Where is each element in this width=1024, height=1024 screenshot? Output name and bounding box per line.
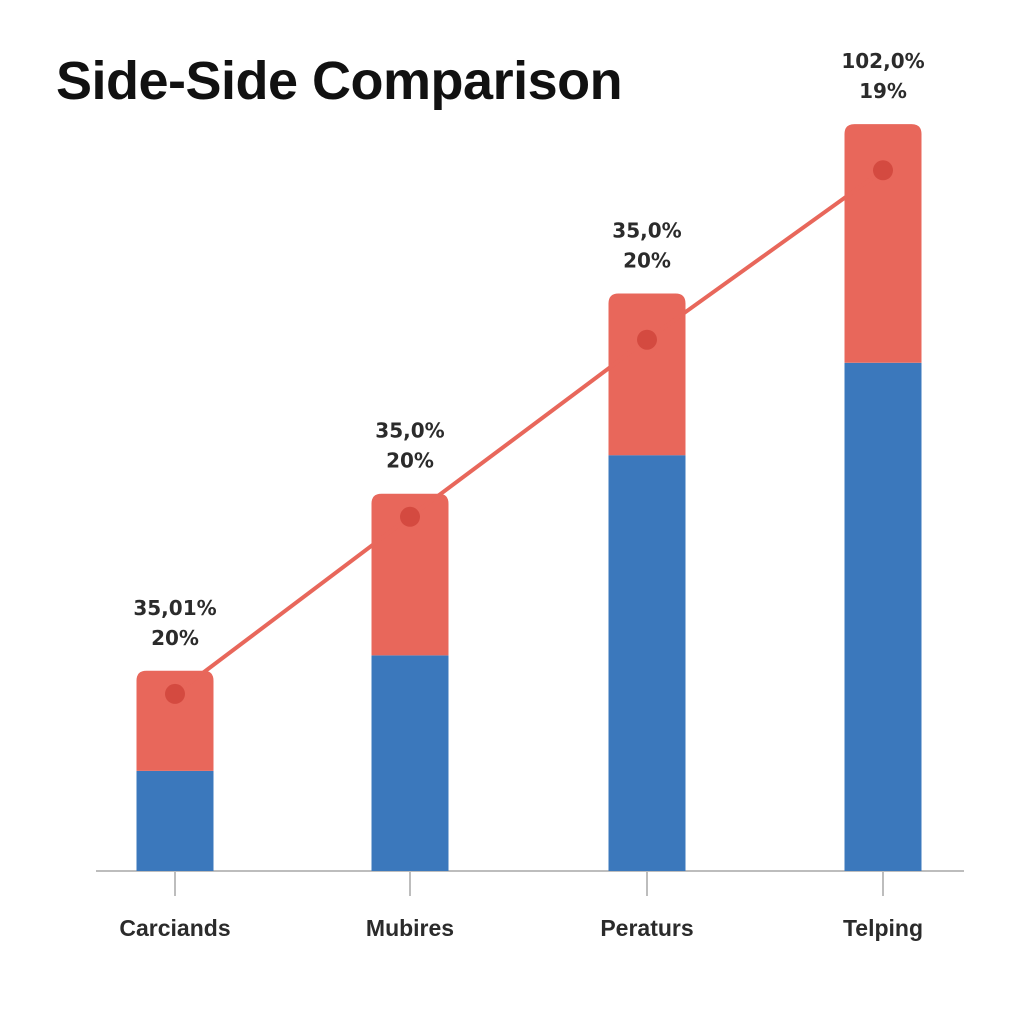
bar-top-segment bbox=[844, 124, 922, 363]
x-tick-label: Carciands bbox=[119, 915, 230, 941]
data-label-line2: 20% bbox=[623, 249, 671, 273]
data-label-line2: 20% bbox=[386, 449, 434, 473]
data-label-line2: 19% bbox=[859, 79, 907, 103]
data-label-line1: 35,01% bbox=[133, 596, 216, 620]
bar-top-segment bbox=[371, 493, 449, 656]
trend-marker bbox=[165, 683, 185, 704]
data-label-line2: 20% bbox=[151, 626, 199, 650]
trend-marker bbox=[400, 506, 420, 527]
data-label-line1: 35,0% bbox=[612, 219, 681, 243]
trend-line bbox=[173, 168, 885, 696]
bar-bottom-segment bbox=[371, 655, 449, 871]
chart-title: Side-Side Comparison bbox=[56, 51, 623, 111]
bar-bottom-segment bbox=[136, 770, 214, 871]
bar-top-segment bbox=[608, 293, 686, 456]
bar-bottom-segment bbox=[844, 362, 922, 871]
x-tick-label: Mubires bbox=[366, 915, 454, 941]
bar-bottom-segment bbox=[608, 455, 686, 871]
data-label-line1: 35,0% bbox=[375, 419, 444, 443]
data-label-line1: 102,0% bbox=[841, 49, 924, 73]
x-tick-label: Peraturs bbox=[600, 915, 693, 941]
x-tick-label: Telping bbox=[843, 915, 923, 941]
trend-marker bbox=[873, 160, 893, 181]
trend-marker bbox=[637, 329, 657, 350]
bar-top-segment bbox=[136, 670, 214, 771]
